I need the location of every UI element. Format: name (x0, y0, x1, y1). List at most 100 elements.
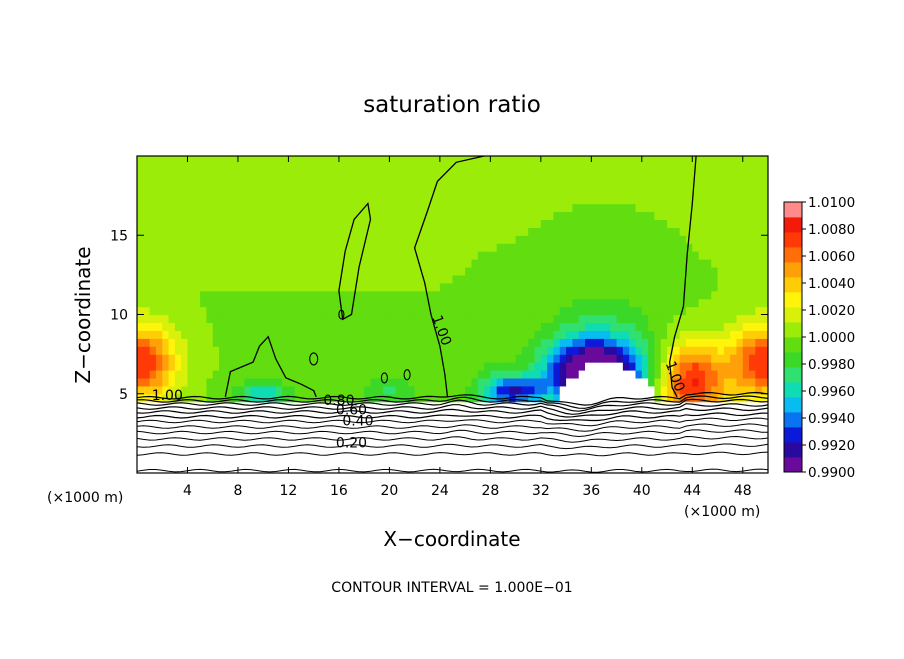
field-cell (414, 377, 422, 387)
field-cell (616, 227, 624, 236)
field-cell (174, 314, 182, 324)
field-cell (439, 195, 447, 205)
field-cell (282, 156, 290, 165)
field-cell (704, 163, 712, 173)
field-cell (332, 362, 340, 371)
field-cell (465, 163, 473, 173)
field-cell (553, 369, 561, 379)
field-cell (162, 338, 170, 347)
field-cell (502, 377, 510, 387)
field-cell (730, 251, 738, 260)
field-cell (553, 457, 561, 466)
field-cell (174, 322, 182, 331)
field-cell (162, 401, 170, 411)
field-cell (395, 401, 403, 411)
field-cell (742, 409, 750, 419)
field-cell (610, 338, 618, 347)
field-cell (528, 171, 536, 181)
field-cell (704, 243, 712, 252)
field-cell (471, 409, 479, 419)
field-cell (711, 290, 719, 300)
field-cell (162, 433, 170, 442)
field-cell (237, 266, 245, 276)
field-cell (212, 393, 220, 403)
field-cell (256, 330, 264, 339)
field-cell (616, 377, 624, 387)
field-cell (471, 314, 479, 324)
field-cell (528, 306, 536, 316)
field-cell (231, 156, 239, 165)
field-cell (408, 171, 416, 181)
field-cell (244, 251, 252, 260)
field-cell (326, 195, 334, 205)
field-cell (149, 211, 157, 221)
field-cell (458, 409, 466, 419)
field-cell (704, 346, 712, 355)
field-cell (420, 409, 428, 419)
field-cell (723, 274, 731, 284)
field-cell (685, 282, 693, 292)
field-cell (540, 251, 548, 260)
field-cell (471, 171, 479, 181)
field-cell (225, 156, 233, 165)
field-cell (761, 171, 768, 181)
field-cell (761, 314, 768, 324)
field-cell (294, 433, 302, 442)
field-cell (528, 195, 536, 205)
field-cell (667, 409, 674, 419)
field-cell (471, 401, 479, 411)
field-cell (364, 369, 372, 379)
field-cell (736, 362, 744, 371)
field-cell (591, 219, 599, 228)
field-cell (717, 290, 725, 300)
field-cell (641, 274, 649, 284)
field-cell (206, 330, 214, 339)
field-cell (263, 457, 271, 466)
field-cell (648, 306, 656, 316)
field-cell (559, 409, 567, 419)
field-cell (635, 417, 643, 427)
field-cell (193, 251, 201, 260)
field-cell (446, 385, 454, 395)
field-cell (749, 385, 756, 395)
field-cell (629, 369, 637, 379)
field-cell (603, 330, 611, 339)
field-cell (319, 227, 327, 236)
field-cell (193, 211, 201, 221)
field-cell (168, 290, 176, 300)
field-cell (193, 187, 201, 197)
field-cell (540, 171, 548, 181)
field-cell (155, 227, 163, 236)
field-cell (332, 338, 340, 347)
field-cell (149, 409, 157, 419)
field-cell (149, 401, 157, 411)
field-cell (667, 251, 674, 260)
field-cell (484, 266, 491, 276)
field-cell (187, 433, 195, 442)
field-cell (755, 227, 763, 236)
field-cell (477, 433, 485, 442)
field-cell (301, 409, 308, 419)
field-cell (477, 377, 485, 387)
field-cell (231, 338, 239, 347)
field-cell (256, 314, 264, 324)
field-cell (149, 282, 157, 292)
field-cell (376, 457, 384, 466)
field-cell (616, 314, 624, 324)
field-cell (629, 441, 637, 450)
field-cell (749, 163, 756, 173)
field-cell (534, 282, 542, 292)
field-cell (137, 417, 144, 427)
field-cell (667, 346, 674, 355)
contour-line (338, 202, 372, 321)
field-cell (244, 156, 252, 165)
field-cell (717, 322, 725, 331)
field-cell (288, 385, 296, 395)
field-cell (439, 322, 447, 331)
field-cell (749, 298, 756, 308)
field-cell (439, 433, 447, 442)
contour-line (137, 468, 768, 473)
field-cell (357, 369, 365, 379)
field-cell (275, 227, 283, 236)
field-cell (509, 290, 517, 300)
